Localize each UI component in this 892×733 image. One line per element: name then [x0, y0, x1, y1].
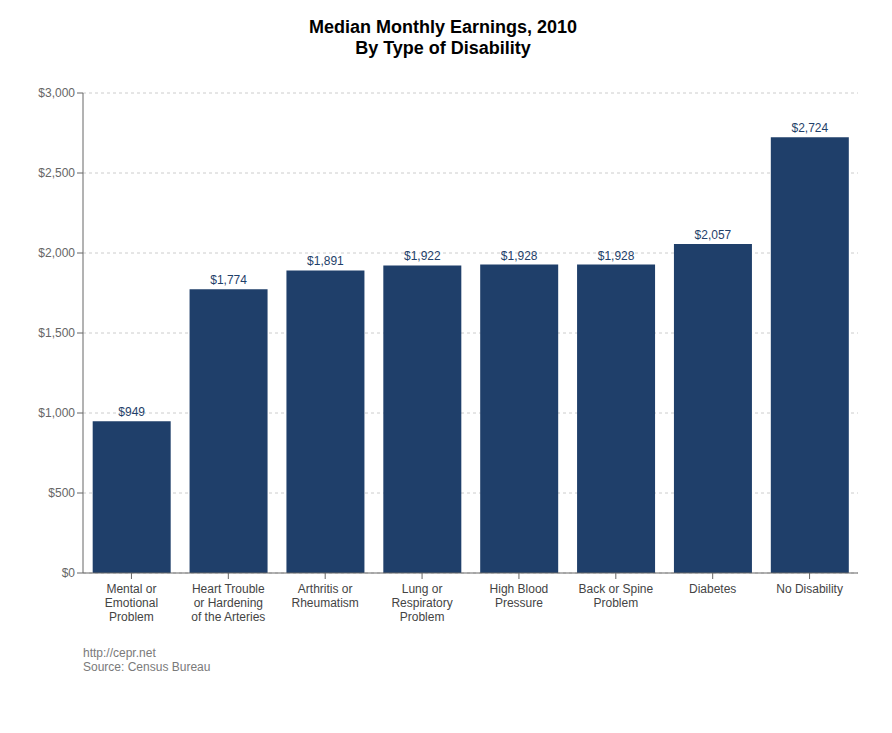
html-text:By Type of Disability: By Type of Disability: [355, 38, 531, 58]
svg-text:$1,922: $1,922: [404, 249, 441, 263]
svg-text:No Disability: No Disability: [776, 582, 843, 596]
svg-text:$949: $949: [118, 405, 145, 419]
svg-text:$2,724: $2,724: [791, 121, 828, 135]
svg-text:High BloodPressure: High BloodPressure: [490, 582, 549, 610]
svg-text:$2,057: $2,057: [695, 228, 732, 242]
svg-text:$1,928: $1,928: [501, 249, 538, 263]
svg-text:$1,891: $1,891: [307, 254, 344, 268]
svg-text:$1,774: $1,774: [210, 273, 247, 287]
svg-text:Back or SpineProblem: Back or SpineProblem: [578, 582, 653, 610]
html-text:http://cepr.net: http://cepr.net: [83, 646, 156, 660]
svg-text:$1,928: $1,928: [598, 249, 635, 263]
html-text:Median Monthly Earnings, 2010: Median Monthly Earnings, 2010: [309, 17, 577, 37]
svg-text:$3,000: $3,000: [38, 86, 75, 100]
svg-text:Diabetes: Diabetes: [689, 582, 736, 596]
svg-text:$1,000: $1,000: [38, 406, 75, 420]
svg-text:$0: $0: [62, 566, 76, 580]
svg-text:Arthritis orRheumatism: Arthritis orRheumatism: [292, 582, 359, 610]
svg-text:Lung orRespiratoryProblem: Lung orRespiratoryProblem: [391, 582, 452, 624]
svg-text:$500: $500: [48, 486, 75, 500]
svg-text:$2,000: $2,000: [38, 246, 75, 260]
svg-text:Mental orEmotionalProblem: Mental orEmotionalProblem: [105, 582, 158, 624]
html-text:Source: Census Bureau: Source: Census Bureau: [83, 660, 211, 674]
svg-text:$1,500: $1,500: [38, 326, 75, 340]
svg-text:Heart Troubleor Hardeningof th: Heart Troubleor Hardeningof the Arteries: [191, 582, 265, 624]
svg-text:$2,500: $2,500: [38, 166, 75, 180]
